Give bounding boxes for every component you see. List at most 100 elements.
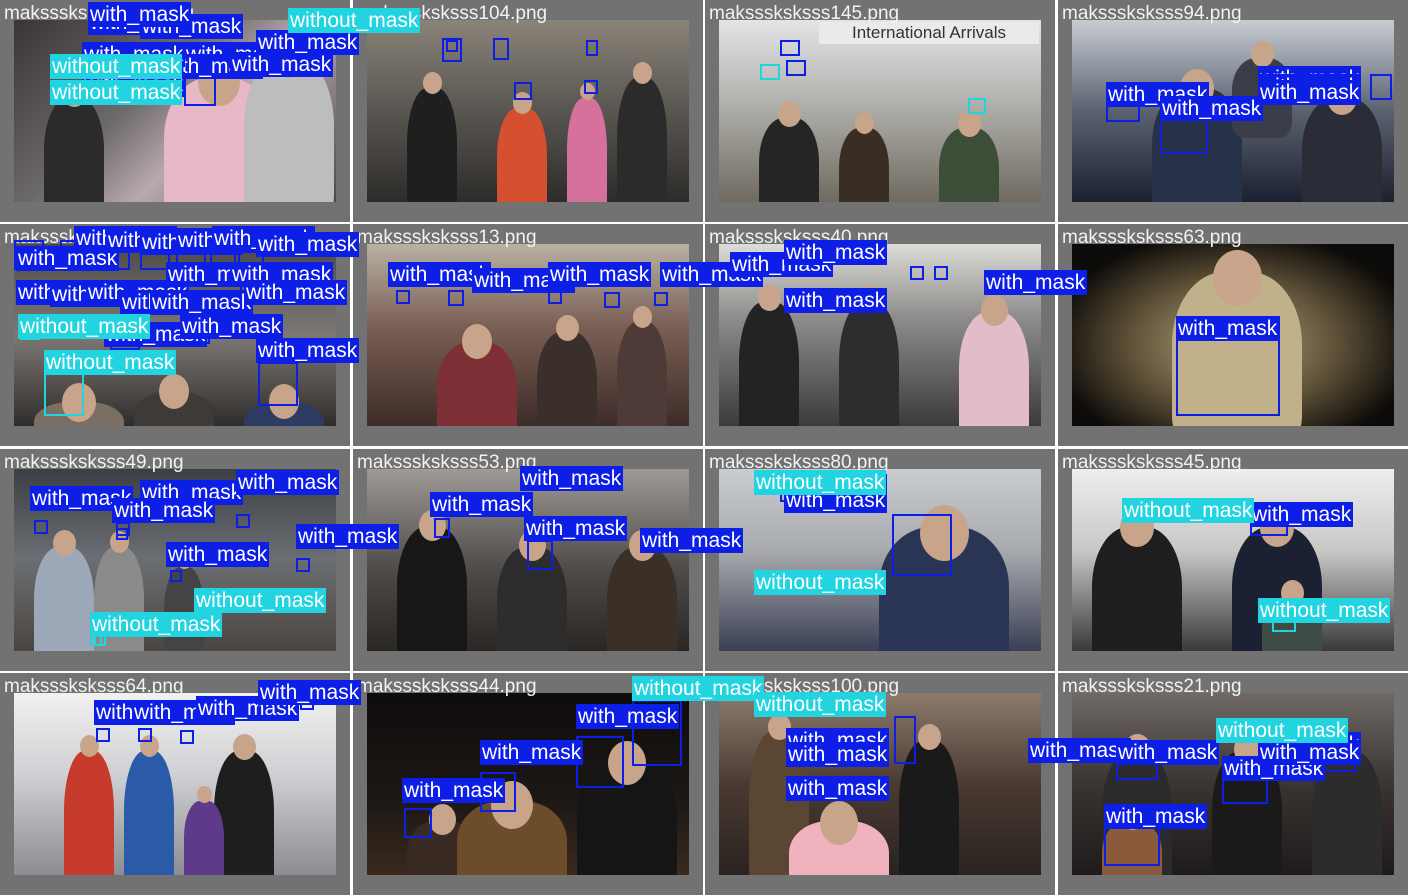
person-silhouette: [839, 302, 899, 426]
with-mask-label: with_mask: [1258, 740, 1362, 765]
without-mask-label: without_mask: [754, 470, 887, 495]
with-mask-label: with_mask: [1250, 502, 1354, 527]
without-mask-label: without_mask: [90, 612, 223, 637]
photo: [367, 20, 689, 202]
with-mask-label: with_mask: [256, 338, 360, 363]
image-filename: maksssksksss80.png: [709, 452, 889, 473]
with-mask-label: with_mask: [1116, 740, 1220, 765]
person-silhouette: [567, 98, 607, 202]
with-mask-label: with_mask: [430, 492, 534, 517]
person-silhouette: [607, 547, 677, 651]
without-mask-box: [968, 98, 986, 114]
with-mask-box: [442, 38, 462, 62]
with-mask-box: [34, 520, 48, 534]
person-head: [196, 786, 212, 803]
person-silhouette: [124, 751, 174, 875]
with-mask-box: [296, 558, 310, 572]
with-mask-box: [527, 540, 553, 570]
with-mask-label: with_mask: [984, 270, 1088, 295]
with-mask-label: with_mask: [1104, 804, 1208, 829]
person-head: [957, 111, 981, 138]
with-mask-box: [892, 514, 952, 576]
with-mask-box: [632, 700, 682, 766]
photo: [1072, 469, 1394, 651]
image-filename: maksssksksss94.png: [1062, 3, 1242, 24]
person-silhouette: [759, 118, 819, 202]
person-silhouette: [407, 88, 457, 202]
with-mask-box: [404, 808, 432, 838]
person-head: [428, 803, 456, 835]
photo: [367, 469, 689, 651]
photo: [1072, 244, 1394, 426]
person-silhouette: [939, 128, 999, 202]
with-mask-label: with_mask: [786, 742, 890, 767]
image-filename: maksssksksss44.png: [357, 676, 537, 697]
with-mask-label: with_mask: [480, 740, 584, 765]
with-mask-box: [170, 570, 182, 582]
person-head: [79, 735, 99, 758]
person-silhouette: [739, 302, 799, 426]
image-filename: maksssksksss64.png: [4, 676, 184, 697]
person-head: [159, 374, 189, 409]
image-tile: maksssksksss94.png: [1058, 0, 1408, 222]
with-mask-box: [780, 40, 800, 56]
with-mask-label: with_mask: [180, 314, 284, 339]
with-mask-label: with_mask: [524, 516, 628, 541]
person-head: [767, 714, 791, 741]
without-mask-label: without_mask: [754, 692, 887, 717]
without-mask-label: without_mask: [632, 676, 765, 701]
with-mask-box: [584, 80, 598, 94]
arrivals-sign: International Arrivals: [819, 22, 1039, 44]
person-silhouette: [959, 312, 1029, 426]
person-head: [422, 72, 442, 95]
person-head: [579, 83, 595, 100]
with-mask-label: with_mask: [1028, 738, 1132, 763]
without-mask-label: without_mask: [50, 80, 183, 105]
with-mask-box: [934, 266, 948, 280]
with-mask-label: with_mask: [784, 288, 888, 313]
without-mask-box: [760, 64, 780, 80]
with-mask-label: with_mask: [256, 30, 360, 55]
with-mask-label: with_mask: [786, 776, 890, 801]
person-silhouette: [617, 322, 667, 426]
with-mask-label: with_mask: [244, 280, 348, 305]
person-silhouette: [64, 751, 114, 875]
with-mask-box: [786, 60, 806, 76]
with-mask-box: [138, 728, 152, 742]
with-mask-label: with_mask: [296, 524, 400, 549]
with-mask-label: with_mask: [1176, 316, 1280, 341]
person-silhouette: [497, 547, 567, 651]
person-silhouette: [244, 58, 334, 202]
with-mask-label: with_mask: [576, 704, 680, 729]
person-silhouette: [1092, 527, 1182, 651]
person-head: [462, 324, 492, 359]
person-head: [52, 530, 76, 557]
without-mask-label: without_mask: [1122, 498, 1255, 523]
with-mask-label: with_mask: [230, 52, 334, 77]
photo: International Arrivals: [719, 20, 1041, 202]
image-tile: International Arrivals maksssksksss145.pn…: [705, 0, 1055, 222]
with-mask-box: [586, 40, 598, 56]
person-head: [1250, 41, 1274, 68]
person-silhouette: [1302, 98, 1382, 202]
with-mask-box: [448, 290, 464, 306]
with-mask-box: [654, 292, 668, 306]
person-silhouette: [537, 332, 597, 426]
person-silhouette: [497, 108, 547, 202]
person-head: [632, 306, 652, 329]
with-mask-label: with_mask: [520, 466, 624, 491]
person-silhouette: [44, 98, 104, 202]
with-mask-label: with_mask: [402, 778, 506, 803]
person-head: [854, 112, 874, 135]
with-mask-box: [116, 528, 128, 540]
without-mask-label: without_mask: [44, 350, 177, 375]
photo: [14, 693, 336, 875]
with-mask-box: [446, 40, 458, 52]
person-head: [820, 801, 858, 846]
person-head: [608, 741, 646, 786]
with-mask-box: [258, 362, 298, 406]
with-mask-box: [1370, 74, 1392, 100]
person-head: [980, 294, 1008, 326]
image-filename: maksssksksss13.png: [357, 227, 537, 248]
with-mask-box: [493, 38, 509, 60]
